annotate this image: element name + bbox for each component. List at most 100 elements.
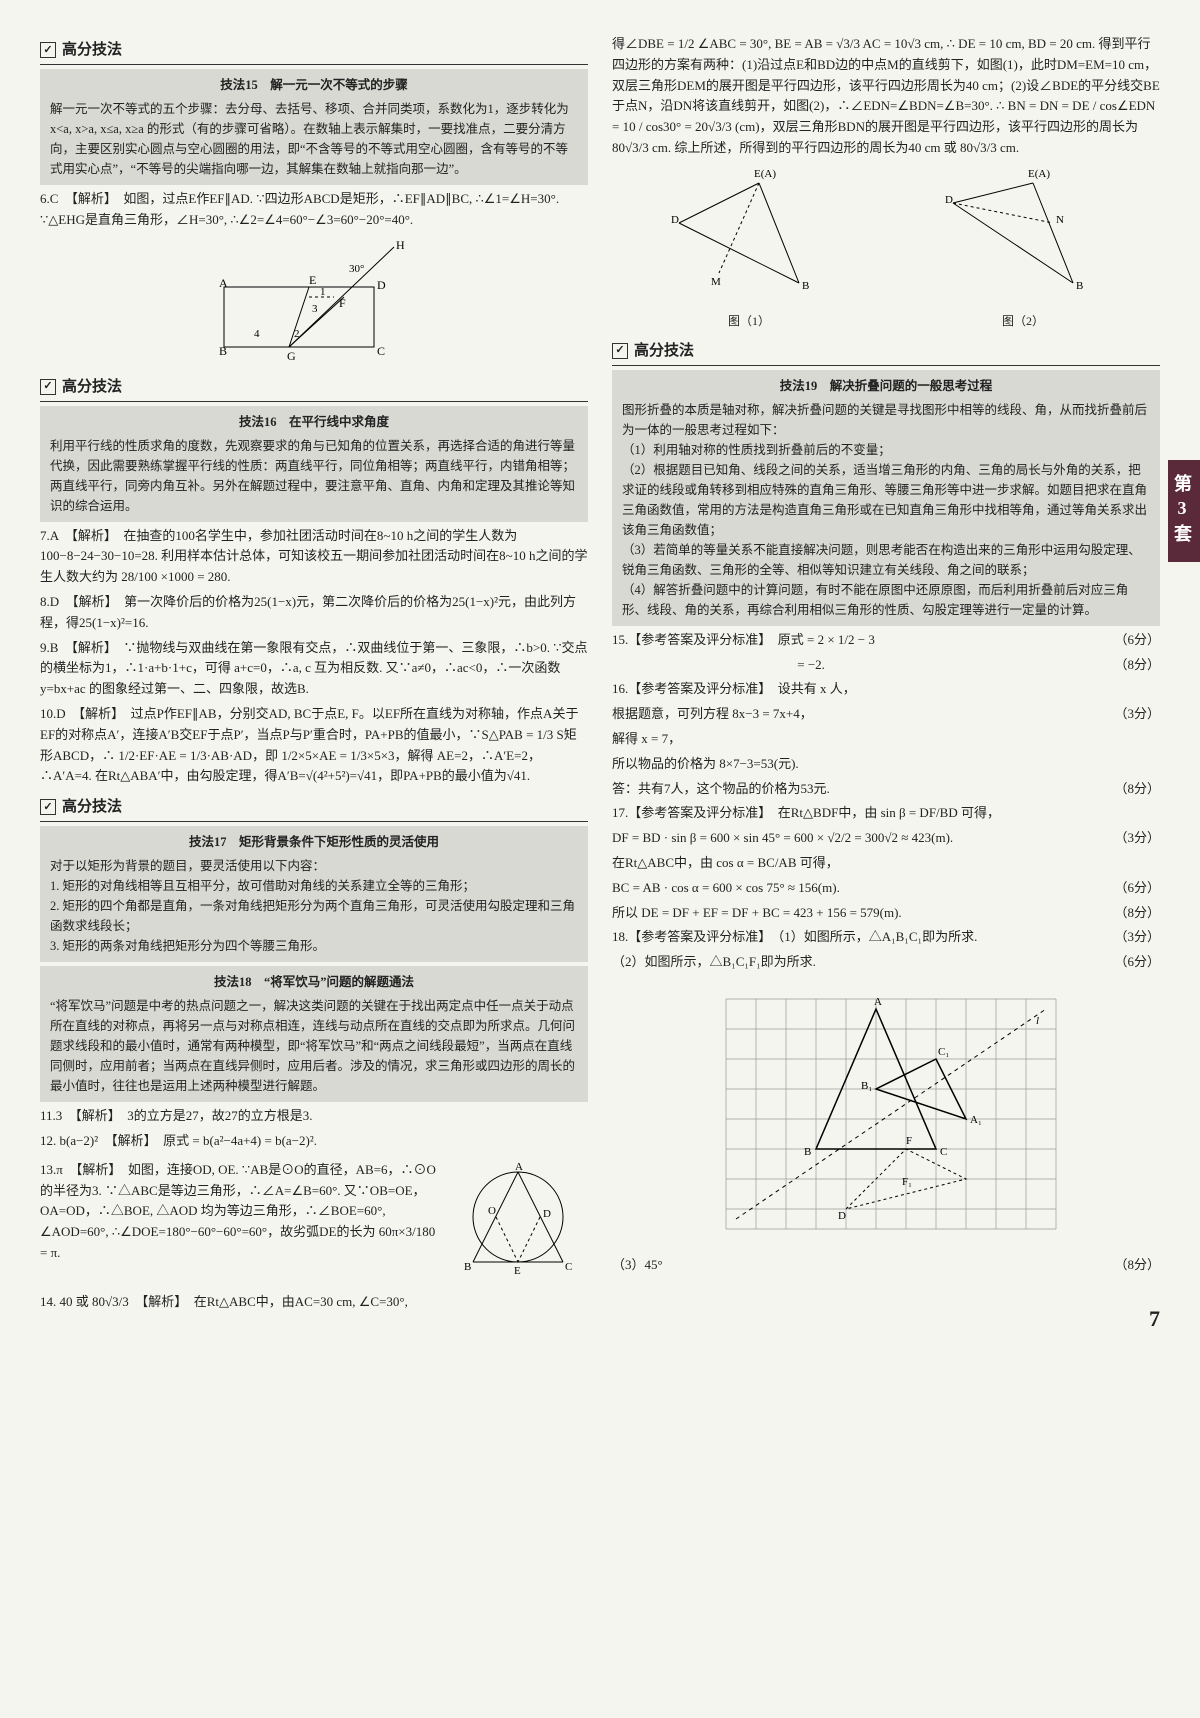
text: （2）如图所示，△B₁C₁F₁即为所求.: [612, 954, 816, 969]
answer-10: 10.D 【解析】 过点P作EF∥AB，分别交AD, BC于点E, F。以EF所…: [40, 704, 588, 787]
section-header: ✓ 高分技法: [40, 375, 588, 402]
svg-text:A: A: [515, 1162, 523, 1173]
points: （8分）: [1114, 903, 1160, 924]
points: （6分）: [1114, 952, 1160, 973]
fig-caption: 图（2）: [933, 312, 1113, 331]
points: （8分）: [1114, 655, 1160, 676]
figure-q18-grid: A B C C₁ B₁ A₁ F₁ D F l: [612, 979, 1160, 1249]
text: 所以 DE = DF + EF = DF + BC = 423 + 156 = …: [612, 905, 902, 920]
svg-text:C: C: [940, 1146, 947, 1158]
tech-title: 技法15 解一元一次不等式的步骤: [50, 75, 578, 95]
check-icon: ✓: [612, 343, 628, 359]
figure-q6: A D B C G E F H 4 2 3 1 30°: [40, 237, 588, 367]
svg-text:A₁: A₁: [970, 1114, 982, 1126]
svg-text:E(A): E(A): [1028, 168, 1050, 180]
svg-text:3: 3: [312, 303, 318, 315]
answer-17d: BC = AB · cos α = 600 × cos 75° ≈ 156(m)…: [612, 878, 1160, 899]
tech-body: 图形折叠的本质是轴对称，解决折叠问题的关键是寻找图形中相等的线段、角，从而找折叠…: [622, 400, 1150, 620]
text: 18.【参考答案及评分标准】 （1）如图所示，△A₁B₁C₁即为所求.: [612, 929, 977, 944]
check-icon: ✓: [40, 799, 56, 815]
svg-text:F₁: F₁: [902, 1176, 912, 1188]
svg-text:B: B: [802, 280, 809, 292]
tech-title: 技法16 在平行线中求角度: [50, 412, 578, 432]
section-header: ✓ 高分技法: [40, 38, 588, 65]
answer-16d: 所以物品的价格为 8×7−3=53(元).: [612, 754, 1160, 775]
tech-body: 解一元一次不等式的五个步骤：去分母、去括号、移项、合并同类项，系数化为1，逐步转…: [50, 99, 578, 179]
svg-text:G: G: [287, 349, 296, 363]
answer-14: 14. 40 或 80√3/3 【解析】 在Rt△ABC中，由AC=30 cm,…: [40, 1292, 588, 1313]
answer-16a: 16.【参考答案及评分标准】 设共有 x 人，: [612, 679, 1160, 700]
svg-text:N: N: [1056, 214, 1064, 226]
tech-box-16: 技法16 在平行线中求角度 利用平行线的性质求角的度数，先观察要求的角与已知角的…: [40, 406, 588, 522]
answer-15a: 15.【参考答案及评分标准】 原式 = 2 × 1/2 − 3 （6分）: [612, 630, 1160, 651]
text: 根据题意，可列方程 8x−3 = 7x+4，: [612, 706, 813, 721]
check-icon: ✓: [40, 42, 56, 58]
svg-text:D: D: [838, 1210, 846, 1222]
answer-15b: = −2. （8分）: [612, 655, 1160, 676]
section-header: ✓ 高分技法: [40, 795, 588, 822]
figure-14b: D E(A) B N: [933, 163, 1113, 303]
tech-title: 技法19 解决折叠问题的一般思考过程: [622, 376, 1150, 396]
points: （3分）: [1114, 828, 1160, 849]
answer-6: 6.C 【解析】 如图，过点E作EF∥AD. ∵四边形ABCD是矩形，∴EF∥A…: [40, 189, 588, 231]
answer-18a: 18.【参考答案及评分标准】 （1）如图所示，△A₁B₁C₁即为所求. （3分）: [612, 927, 1160, 948]
svg-text:F: F: [906, 1135, 912, 1147]
points: （6分）: [1114, 878, 1160, 899]
tech-title: 技法17 矩形背景条件下矩形性质的灵活使用: [50, 832, 578, 852]
svg-text:B: B: [219, 344, 227, 358]
svg-text:2: 2: [294, 328, 300, 340]
svg-text:E(A): E(A): [754, 168, 776, 180]
points: （8分）: [1114, 779, 1160, 800]
svg-text:l: l: [1036, 1015, 1039, 1027]
answer-17a: 17.【参考答案及评分标准】 在Rt△BDF中，由 sin β = DF/BD …: [612, 803, 1160, 824]
left-column: ✓ 高分技法 技法15 解一元一次不等式的步骤 解一元一次不等式的五个步骤：去分…: [40, 30, 588, 1317]
svg-text:A: A: [874, 996, 882, 1008]
svg-text:D: D: [945, 194, 953, 206]
svg-text:C₁: C₁: [938, 1046, 949, 1058]
page-container: ✓ 高分技法 技法15 解一元一次不等式的步骤 解一元一次不等式的五个步骤：去分…: [40, 30, 1160, 1317]
answer-18b: （2）如图所示，△B₁C₁F₁即为所求. （6分）: [612, 952, 1160, 973]
svg-text:D: D: [671, 214, 679, 226]
svg-text:C: C: [565, 1261, 572, 1273]
svg-text:C: C: [377, 344, 385, 358]
answer-12: 12. b(a−2)² 【解析】 原式 = b(a²−4a+4) = b(a−2…: [40, 1131, 588, 1152]
svg-text:E: E: [514, 1265, 521, 1277]
svg-text:B: B: [464, 1261, 471, 1273]
section-header: ✓ 高分技法: [612, 339, 1160, 366]
svg-text:H: H: [396, 238, 405, 252]
svg-text:B: B: [804, 1146, 811, 1158]
points: （6分）: [1114, 630, 1160, 651]
svg-text:B: B: [1076, 280, 1083, 292]
answer-18c: （3）45° （8分）: [612, 1255, 1160, 1276]
tech-box-15: 技法15 解一元一次不等式的步骤 解一元一次不等式的五个步骤：去分母、去括号、移…: [40, 69, 588, 185]
tech-body: “将军饮马”问题是中考的热点问题之一，解决这类问题的关键在于找出两定点中任一点关…: [50, 996, 578, 1096]
answer-17e: 所以 DE = DF + EF = DF + BC = 423 + 156 = …: [612, 903, 1160, 924]
tech-title: 技法18 “将军饮马”问题的解题通法: [50, 972, 578, 992]
points: （3分）: [1114, 927, 1160, 948]
tech-box-17: 技法17 矩形背景条件下矩形性质的灵活使用 对于以矩形为背景的题目，要灵活使用以…: [40, 826, 588, 962]
points: （8分）: [1114, 1255, 1160, 1276]
figure-14-pair: D E(A) B M 图（1） D E(A) B N 图（: [612, 163, 1160, 331]
points: （3分）: [1114, 704, 1160, 725]
text: = −2.: [612, 657, 825, 672]
answer-16e: 答：共有7人，这个物品的价格为53元. （8分）: [612, 779, 1160, 800]
svg-text:4: 4: [254, 328, 260, 340]
svg-text:O: O: [488, 1205, 496, 1217]
text: 15.【参考答案及评分标准】 原式 = 2 × 1/2 − 3: [612, 632, 875, 647]
side-tab: 第3套: [1168, 460, 1200, 562]
figure-14a: D E(A) B M: [659, 163, 839, 303]
svg-text:M: M: [711, 276, 721, 288]
tech-body: 利用平行线的性质求角的度数，先观察要求的角与已知角的位置关系，再选择合适的角进行…: [50, 436, 578, 516]
text: 答：共有7人，这个物品的价格为53元.: [612, 781, 830, 796]
svg-text:E: E: [309, 273, 316, 287]
text: DF = BD · sin β = 600 × sin 45° = 600 × …: [612, 830, 953, 845]
svg-text:1: 1: [320, 286, 326, 298]
section-title: 高分技法: [62, 795, 122, 819]
answer-13: 13.π 【解析】 如图，连接OD, OE. ∵AB是⊙O的直径，AB=6，∴⊙…: [40, 1160, 440, 1284]
answer-11: 11.3 【解析】 3的立方是27，故27的立方根是3.: [40, 1106, 588, 1127]
svg-text:D: D: [543, 1208, 551, 1220]
svg-text:A: A: [219, 276, 228, 290]
section-title: 高分技法: [634, 339, 694, 363]
answer-16c: 解得 x = 7，: [612, 729, 1160, 750]
svg-text:30°: 30°: [349, 263, 364, 275]
